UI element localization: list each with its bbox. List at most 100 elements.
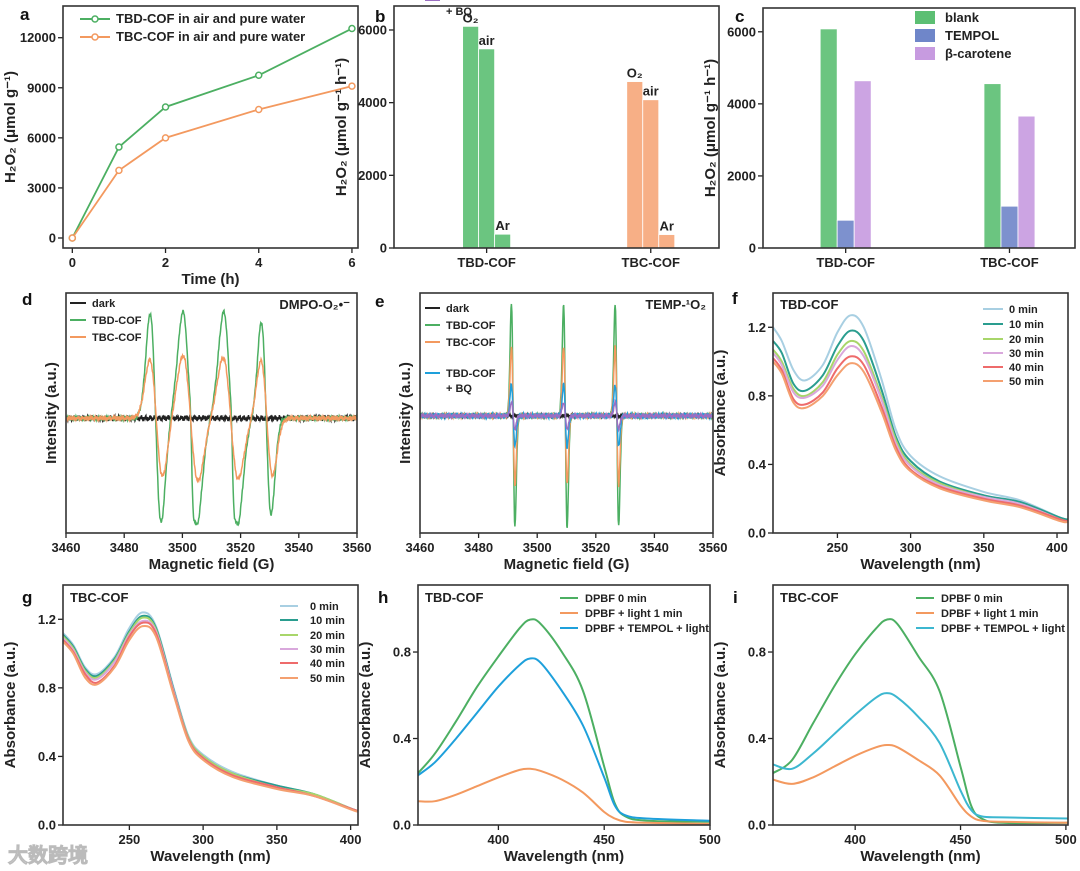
y-tick-label: 0.8 <box>748 388 766 403</box>
y-axis-label: H₂O₂ (μmol g⁻¹ h⁻¹) <box>333 58 350 196</box>
series-line <box>418 618 710 823</box>
x-axis-label: Wavelength (nm) <box>860 556 980 573</box>
legend-label: DPBF + light 1 min <box>941 608 1039 620</box>
series-line <box>773 360 1068 524</box>
bar <box>658 234 676 248</box>
series-line <box>71 85 353 239</box>
y-tick-label: 0.8 <box>748 645 766 660</box>
x-axis-label: Wavelength (nm) <box>504 848 624 865</box>
y-tick-label: 0.0 <box>393 818 411 833</box>
bar <box>462 25 480 248</box>
y-tick-label: 0 <box>49 230 56 245</box>
series-line <box>418 767 710 825</box>
x-tick-label: 350 <box>973 540 995 555</box>
panel-annotation: TBC-COF <box>780 590 839 605</box>
plot-area <box>420 303 713 529</box>
legend-label: 20 min <box>1009 334 1044 346</box>
watermark: 大数跨境 <box>8 843 88 867</box>
y-tick-label: 0 <box>749 241 756 256</box>
x-tick-label: 3460 <box>52 540 81 555</box>
legend-label: TBD-COF + BQ <box>446 368 496 395</box>
x-tick-label: 3520 <box>226 540 255 555</box>
y-tick-label: 0.0 <box>748 818 766 833</box>
x-tick-label: 3540 <box>284 540 313 555</box>
y-tick-label: 0.4 <box>38 749 57 764</box>
series-line <box>773 355 1068 523</box>
y-tick-label: 0.0 <box>38 818 56 833</box>
plot-area <box>63 611 358 813</box>
category-label: TBD-COF <box>816 255 875 270</box>
legend-label: TBC-COF <box>446 337 496 349</box>
panel-h: h 0.0 0.4 0.8 400 450 500 Wavelength (nm) Absorb… <box>357 584 721 865</box>
y-tick-label: 2000 <box>727 168 756 183</box>
legend-label: DPBF 0 min <box>585 593 647 605</box>
y-tick-label: 4000 <box>358 95 387 110</box>
y-tick-label: 4000 <box>727 96 756 111</box>
bar <box>819 28 838 248</box>
y-axis-label: Absorbance (a.u.) <box>2 642 19 769</box>
legend-label: DPBF + TEMPOL + light <box>941 623 1065 635</box>
x-axis-label: Magnetic field (G) <box>149 556 275 573</box>
x-tick-label: 250 <box>119 832 141 847</box>
x-tick-label: 3500 <box>168 540 197 555</box>
y-tick-label: 0.0 <box>748 526 766 541</box>
data-point <box>115 166 123 175</box>
y-tick-label: 12000 <box>20 30 56 45</box>
data-point <box>254 105 263 114</box>
y-tick-label: 0.4 <box>748 731 767 746</box>
series-line <box>773 692 1068 820</box>
panel-annotation: TEMP-¹O₂ <box>645 297 706 312</box>
x-axis-label: Magnetic field (G) <box>504 556 630 573</box>
y-tick-label: 0 <box>380 241 387 256</box>
legend-label: dark <box>446 303 470 315</box>
panel-annotation: TBD-COF <box>780 297 839 312</box>
bar-label: O₂ <box>463 10 479 25</box>
plot-area <box>66 308 357 527</box>
legend-label: dark <box>92 298 116 310</box>
legend-label: TBC-COF <box>92 332 142 344</box>
y-tick-label: 2000 <box>358 168 387 183</box>
legend-swatch <box>915 29 935 42</box>
x-tick-label: 0 <box>69 255 76 270</box>
x-tick-label: 400 <box>844 832 866 847</box>
panel-d: d 3460 3480 3500 3520 3540 3560 Magnetic field … <box>22 290 371 573</box>
panel-label: b <box>375 7 385 26</box>
y-tick-label: 3000 <box>27 180 56 195</box>
legend-label: 0 min <box>310 601 339 613</box>
series-line <box>773 345 1068 523</box>
y-tick-label: 0.4 <box>393 731 412 746</box>
plot-frame <box>419 292 714 534</box>
panel-annotation: TBD-COF <box>425 590 484 605</box>
x-tick-label: 400 <box>1046 540 1068 555</box>
panel-c: c 0 2000 4000 6000 H₂O₂ (μmol g⁻¹ h⁻¹) TBD-COF… <box>702 7 1076 270</box>
legend-label: 10 min <box>310 615 345 627</box>
data-point <box>161 103 170 111</box>
plot-frame <box>772 584 1069 826</box>
panel-b: b 0 2000 4000 6000 H₂O₂ (μmol g⁻¹ h⁻¹) TBD-COF… <box>333 5 720 270</box>
series-line <box>66 352 357 484</box>
data-point <box>161 134 170 142</box>
legend-marker <box>91 15 99 23</box>
y-tick-label: 0.8 <box>38 680 56 695</box>
plot-frame <box>62 5 359 249</box>
panel-label: e <box>375 292 384 311</box>
y-axis-label: Absorbance (a.u.) <box>712 642 729 769</box>
legend-label: TBC-COF in air and pure water <box>116 29 305 44</box>
x-tick-label: 3500 <box>523 540 552 555</box>
panel-e: e 3460 3480 3500 3520 3540 3560 Magnetic field … <box>375 0 727 573</box>
category-label: TBC-COF <box>622 255 681 270</box>
plot-frame <box>65 292 358 534</box>
x-tick-label: 500 <box>699 832 721 847</box>
plot-frame <box>762 7 1076 249</box>
x-tick-label: 300 <box>192 832 214 847</box>
x-tick-label: 450 <box>950 832 972 847</box>
panel-label: c <box>735 7 744 26</box>
series-line <box>773 329 1068 521</box>
y-axis-label: H₂O₂ (μmol g⁻¹) <box>2 71 19 183</box>
panel-annotation: TBC-COF <box>70 590 129 605</box>
x-tick-label: 2 <box>162 255 169 270</box>
legend-label: DPBF 0 min <box>941 593 1003 605</box>
series-line <box>420 398 713 433</box>
plot-frame <box>417 584 711 826</box>
panel-annotation: DMPO-O₂•⁻ <box>279 297 350 312</box>
